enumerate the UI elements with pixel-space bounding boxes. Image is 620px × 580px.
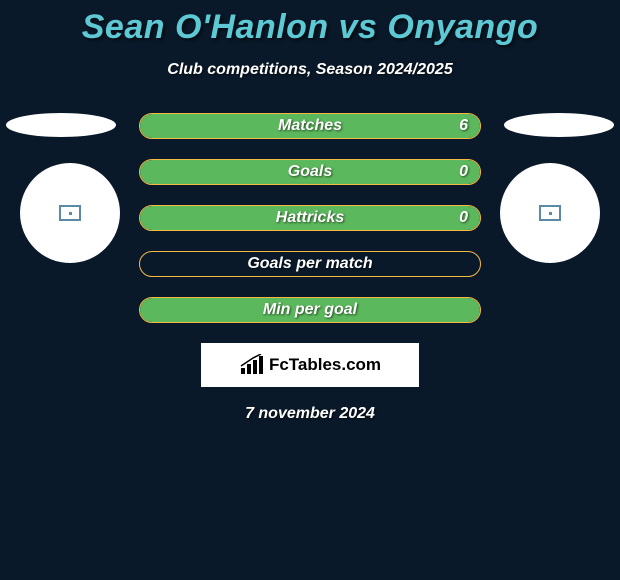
stat-row: Goals 0 [139,159,481,185]
stat-label: Min per goal [263,301,357,319]
right-ellipse [504,113,614,137]
left-ellipse [6,113,116,137]
brand-chart-icon [239,354,265,376]
placeholder-icon [539,205,561,221]
stat-label: Hattricks [276,209,344,227]
stat-label: Goals [288,163,332,181]
stat-label: Goals per match [247,255,372,273]
right-player-badge [500,163,600,263]
stats-list: Matches 6 Goals 0 Hattricks 0 Goals per … [139,113,481,323]
left-player-badge [20,163,120,263]
content-area: Matches 6 Goals 0 Hattricks 0 Goals per … [0,113,620,423]
page-title: Sean O'Hanlon vs Onyango [0,0,620,47]
stat-value: 0 [459,163,468,181]
stat-value: 6 [459,117,468,135]
stat-value: 0 [459,209,468,227]
stat-row: Matches 6 [139,113,481,139]
subtitle: Club competitions, Season 2024/2025 [0,61,620,79]
placeholder-icon [59,205,81,221]
brand-text: FcTables.com [269,355,381,375]
date-label: 7 november 2024 [0,405,620,423]
brand-box: FcTables.com [201,343,419,387]
stat-label: Matches [278,117,342,135]
stat-row: Hattricks 0 [139,205,481,231]
stat-row: Min per goal [139,297,481,323]
stat-row: Goals per match [139,251,481,277]
